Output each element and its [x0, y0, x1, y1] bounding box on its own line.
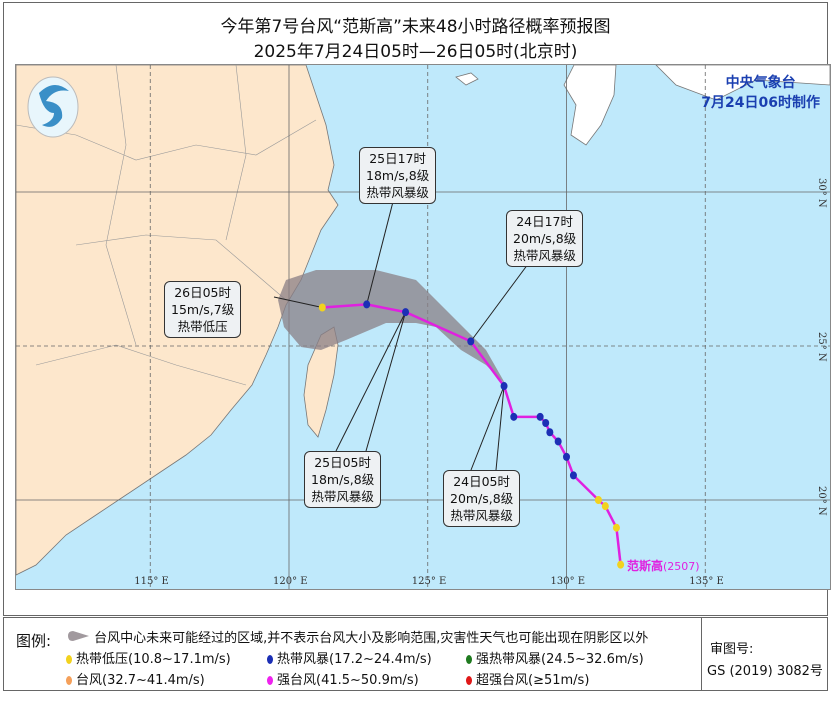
callout-wind: 20m/s,8级 [513, 231, 577, 246]
callout-time: 24日05时 [453, 474, 511, 489]
legend-item-text: 热带低压(10.8~17.1m/s) [76, 652, 231, 667]
typhoon-symbol-icon [66, 676, 72, 685]
lon-tick-label: 125° E [411, 576, 447, 587]
legend-item-sty: 强台风(41.5~50.9m/s) [267, 669, 419, 688]
track-point-ts [542, 419, 550, 427]
typhoon-symbol-icon [66, 655, 72, 664]
track-point-ts [500, 382, 508, 391]
legend-label: 图例: [16, 632, 52, 650]
japan-shikoku [655, 65, 830, 101]
lat-tick-label: 30° N [816, 178, 827, 208]
legend-item-text: 超强台风(≥51m/s) [476, 673, 590, 688]
callout-leader [470, 385, 505, 471]
track-point-ts [467, 337, 475, 346]
callout-24d05: 24日05时 20m/s,8级 热带风暴级 [443, 470, 521, 527]
callout-wind: 20m/s,8级 [450, 491, 514, 506]
lon-tick-label: 135° E [689, 576, 724, 587]
probability-cone [278, 270, 506, 385]
legend-item-td: 热带低压(10.8~17.1m/s) [66, 648, 231, 667]
typhoon-label: 范斯高(2507) [627, 557, 700, 574]
typhoon-symbol-icon [466, 655, 472, 664]
legend-item-superty: 超强台风(≥51m/s) [466, 669, 589, 688]
callout-25d05: 25日05时 18m/s,8级 热带风暴级 [304, 451, 382, 508]
callout-leader [366, 189, 397, 305]
callout-25d17: 25日17时 18m/s,8级 热带风暴级 [359, 147, 437, 204]
jeju-island [455, 72, 479, 86]
callout-time: 25日17时 [369, 151, 427, 166]
track-point-ts [363, 300, 371, 309]
callout-time: 26日05时 [174, 285, 232, 300]
callout-level: 热带风暴级 [311, 489, 374, 504]
legend-item-text: 强台风(41.5~50.9m/s) [277, 673, 419, 688]
lon-tick-label: 130° E [550, 576, 586, 587]
callout-wind: 18m/s,8级 [366, 168, 430, 183]
track-point-ts [510, 412, 518, 421]
legend-cone-text: 台风中心未来可能经过的区域,并不表示台风大小及影响范围,灾害性天气也可能出现在阴… [94, 631, 649, 646]
lat-tick-label: 25° N [816, 332, 827, 362]
callout-leader [335, 311, 406, 452]
track-point-td [617, 560, 625, 569]
callout-24d17: 24日17时 20m/s,8级 热带风暴级 [506, 210, 584, 267]
track-point-ts [569, 471, 577, 480]
typhoon-code: (2507) [663, 560, 700, 573]
review-label: 审图号: [710, 642, 754, 657]
callout-wind: 15m/s,7级 [171, 302, 235, 317]
callout-leader [273, 296, 323, 308]
callout-leader [365, 311, 407, 452]
legend-item-ts: 热带风暴(17.2~24.4m/s) [267, 648, 432, 667]
track-points [318, 300, 625, 569]
callout-time: 24日17时 [516, 214, 574, 229]
typhoon-name: 范斯高 [627, 559, 664, 573]
china-provinces [16, 65, 317, 386]
chart-title: 今年第7号台风“范斯高”未来48小时路径概率预报图 [220, 17, 611, 37]
chart-subtitle: 2025年7月24日05时—26日05时(北京时) [253, 42, 578, 62]
track-point-ts [563, 452, 570, 461]
map-canvas [16, 65, 830, 589]
track-point-td [318, 303, 326, 312]
legend-item-text: 强热带风暴(24.5~32.6m/s) [476, 652, 644, 667]
agency-name: 中央气象台 [725, 75, 796, 91]
track-point-ts [536, 412, 544, 421]
legend-item-sts: 强热带风暴(24.5~32.6m/s) [466, 648, 644, 667]
legend-item-text: 台风(32.7~41.4m/s) [76, 673, 205, 688]
track-point-td [594, 496, 602, 504]
legend-cone: 台风中心未来可能经过的区域,并不表示台风大小及影响范围,灾害性天气也可能出现在阴… [66, 627, 648, 646]
callout-wind: 18m/s,8级 [311, 472, 375, 487]
legend-item-ty: 台风(32.7~41.4m/s) [66, 669, 205, 688]
cma-logo [27, 76, 79, 138]
track-point-ts [554, 437, 562, 446]
typhoon-symbol-icon [466, 676, 472, 685]
lat-tick-label: 20° N [816, 486, 827, 516]
callout-level: 热带风暴级 [450, 508, 513, 523]
track-point-ts [546, 428, 554, 437]
legend: 图例: 台风中心未来可能经过的区域,并不表示台风大小及影响范围,灾害性天气也可能… [3, 617, 828, 691]
issue-time: 7月24日06时制作 [701, 95, 820, 111]
track-line [322, 303, 622, 565]
callout-level: 热带风暴级 [366, 185, 429, 200]
track-point-td [601, 502, 609, 511]
track-point-ts [402, 308, 410, 317]
callout-leader [470, 259, 532, 342]
typhoon-symbol-icon [267, 676, 273, 685]
typhoon-symbol-icon [267, 655, 273, 664]
japan-kyushu [563, 65, 617, 146]
lon-tick-label: 120° E [273, 576, 308, 587]
lon-tick-label: 115° E [134, 576, 169, 587]
cone-swatch-icon [68, 631, 89, 641]
agency-block: 中央气象台 7月24日06时制作 [701, 73, 820, 113]
callout-leader [495, 385, 505, 471]
callout-level: 热带风暴级 [513, 248, 576, 263]
callout-level: 热带低压 [177, 319, 228, 334]
callout-leaders [273, 189, 532, 471]
map-area: 中央气象台 7月24日06时制作 115° E 120° E 125° E 130° … [15, 64, 831, 590]
review-number: GS (2019) 3082号 [707, 664, 823, 679]
callout-26d05: 26日05时 15m/s,7级 热带低压 [164, 281, 242, 338]
track-point-td [612, 523, 620, 532]
callout-time: 25日05时 [314, 455, 372, 470]
legend-item-text: 热带风暴(17.2~24.4m/s) [277, 652, 432, 667]
